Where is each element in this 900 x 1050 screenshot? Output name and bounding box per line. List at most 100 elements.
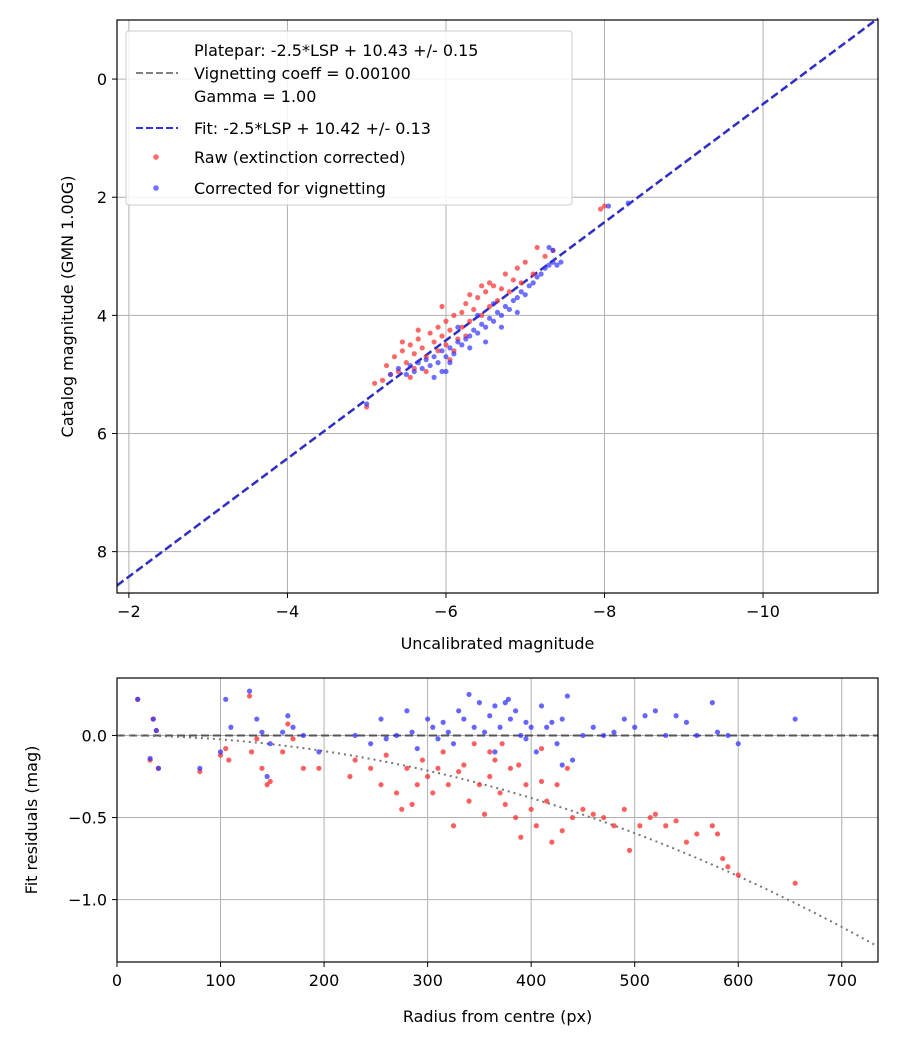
top-axes-frame: [116, 19, 879, 594]
bottom-point-corrected: [492, 749, 498, 755]
bottom-point-raw: [720, 855, 726, 862]
top-point-raw: [490, 283, 497, 289]
top-point-raw: [451, 312, 457, 318]
top-tick-labels: −2 −4 −6 −8 −10 0 2 4 6 8: [97, 70, 780, 621]
legend-corrected-label: Corrected for vignetting: [194, 179, 386, 198]
bottom-point-raw: [513, 814, 519, 821]
bottom-point-corrected: [316, 749, 322, 755]
bottom-point-corrected: [267, 741, 273, 747]
bottom-x-tick-label: 700: [826, 971, 857, 990]
top-x-axis-label: Uncalibrated magnitude: [401, 634, 595, 653]
top-point-raw: [522, 259, 528, 265]
bottom-x-tick-label: 400: [516, 971, 547, 990]
bottom-point-raw: [450, 823, 457, 829]
bottom-x-tick-label: 100: [205, 971, 236, 990]
top-point-raw: [486, 280, 493, 286]
bottom-point-corrected: [523, 719, 529, 725]
top-point-corrected: [546, 262, 552, 268]
bottom-reference-lines: [117, 734, 879, 948]
top-point-corrected: [471, 327, 477, 333]
bottom-point-raw: [621, 806, 627, 812]
bottom-point-raw: [248, 749, 255, 755]
bottom-point-raw: [580, 806, 586, 812]
bottom-point-raw: [487, 773, 493, 780]
bottom-point-corrected: [725, 732, 731, 739]
top-point-raw: [542, 253, 548, 259]
top-point-corrected: [455, 339, 461, 345]
bottom-point-corrected: [300, 732, 306, 739]
bottom-point-corrected: [642, 713, 648, 719]
bottom-point-corrected: [709, 700, 715, 706]
top-point-raw: [407, 374, 413, 380]
top-point-corrected: [419, 365, 425, 372]
bottom-tick-labels: 0 100 200 300 400 500 600 700 0.0 −0.5 −1.0: [68, 726, 857, 990]
bottom-point-corrected: [466, 691, 472, 698]
top-y-tick-label: 4: [97, 306, 107, 325]
bottom-point-corrected: [254, 716, 260, 722]
top-point-corrected: [411, 368, 417, 375]
top-point-raw: [411, 351, 417, 357]
bottom-point-raw: [445, 782, 451, 788]
bottom-point-corrected: [632, 724, 638, 730]
top-y-tick-label: 2: [97, 188, 107, 207]
top-point-corrected: [447, 360, 453, 366]
legend-raw-label: Raw (extinction corrected): [194, 148, 406, 167]
top-point-raw: [447, 327, 453, 333]
top-point-raw: [399, 348, 405, 354]
top-point-raw: [459, 324, 465, 330]
bottom-point-corrected: [264, 773, 270, 780]
top-point-corrected: [431, 374, 437, 380]
top-point-corrected: [447, 345, 453, 351]
top-point-raw: [510, 277, 516, 283]
bottom-point-corrected: [497, 724, 503, 730]
bottom-point-corrected: [155, 765, 162, 771]
bottom-point-corrected: [528, 724, 534, 730]
bottom-point-corrected: [378, 716, 384, 722]
bottom-point-raw: [626, 847, 633, 853]
bottom-point-corrected: [507, 716, 514, 722]
top-point-raw: [483, 289, 489, 295]
bottom-point-corrected: [683, 719, 690, 725]
top-point-corrected: [490, 300, 497, 307]
bottom-point-raw: [502, 801, 508, 808]
top-point-corrected: [498, 324, 505, 330]
top-point-corrected: [522, 292, 528, 298]
bottom-point-raw: [663, 823, 669, 829]
bottom-point-corrected: [228, 724, 234, 730]
bottom-point-raw: [487, 749, 493, 755]
bottom-point-corrected: [285, 713, 291, 719]
bottom-point-raw: [409, 801, 415, 808]
bottom-point-raw: [601, 814, 607, 821]
bottom-point-raw: [347, 773, 353, 780]
top-point-raw: [403, 360, 409, 366]
bottom-point-raw: [637, 823, 643, 829]
legend-corrected-marker: [153, 185, 159, 191]
bottom-point-corrected: [554, 741, 560, 747]
bottom-point-corrected: [259, 729, 265, 735]
bottom-x-tick-label: 500: [619, 971, 650, 990]
top-point-corrected: [439, 348, 445, 354]
bottom-point-raw: [647, 814, 653, 821]
top-point-raw: [459, 309, 465, 316]
top-point-corrected: [542, 265, 548, 271]
bottom-point-raw: [523, 782, 529, 788]
top-point-raw: [391, 354, 398, 360]
bottom-point-raw: [316, 765, 322, 771]
bottom-point-corrected: [456, 708, 462, 714]
top-point-raw: [530, 271, 536, 277]
bottom-point-raw: [267, 778, 273, 785]
top-point-corrected: [625, 200, 631, 206]
bottom-point-corrected: [414, 745, 420, 752]
bottom-point-raw: [368, 765, 374, 771]
bottom-point-corrected: [611, 729, 617, 735]
top-point-corrected: [395, 365, 402, 372]
legend-gamma-label: Gamma = 1.00: [194, 87, 316, 106]
top-point-raw: [475, 295, 481, 301]
bottom-point-raw: [528, 806, 534, 812]
top-point-raw: [439, 333, 445, 339]
bottom-point-raw: [280, 749, 286, 755]
bottom-point-corrected: [621, 716, 627, 722]
top-point-corrected: [546, 244, 552, 251]
bottom-point-corrected: [430, 724, 436, 730]
